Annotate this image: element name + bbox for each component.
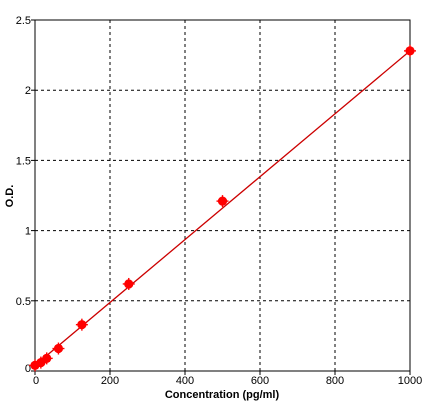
y-tick-label: 2 xyxy=(25,85,31,97)
x-tick-label: 200 xyxy=(101,375,119,387)
data-point xyxy=(40,352,53,365)
y-tick-label: 1 xyxy=(25,226,31,238)
x-tick-label: 800 xyxy=(326,375,344,387)
x-axis-title: Concentration (pg/ml) xyxy=(165,389,280,401)
axis-ticks: 0 200 400 600 800 1000 0 0.5 1 1.5 2 2.5 xyxy=(16,15,423,387)
data-points xyxy=(29,44,416,372)
x-tick-label: 0 xyxy=(33,375,39,387)
x-tick-label: 600 xyxy=(251,375,269,387)
fit-line xyxy=(34,50,411,366)
y-axis-title: O.D. xyxy=(4,185,16,208)
grid-lines xyxy=(35,20,410,371)
y-tick-label: 0 xyxy=(25,363,31,375)
data-point xyxy=(122,277,135,290)
data-point xyxy=(52,342,65,355)
x-tick-label: 1000 xyxy=(398,375,422,387)
y-tick-label: 2.5 xyxy=(16,15,31,27)
data-point xyxy=(404,44,416,57)
data-point xyxy=(75,318,88,331)
fit-line-group xyxy=(34,50,411,366)
plot-frame xyxy=(34,19,411,372)
y-tick-label: 1.5 xyxy=(16,155,31,167)
data-point xyxy=(216,195,229,208)
y-tick-label: 0.5 xyxy=(16,296,31,308)
x-tick-label: 400 xyxy=(176,375,194,387)
